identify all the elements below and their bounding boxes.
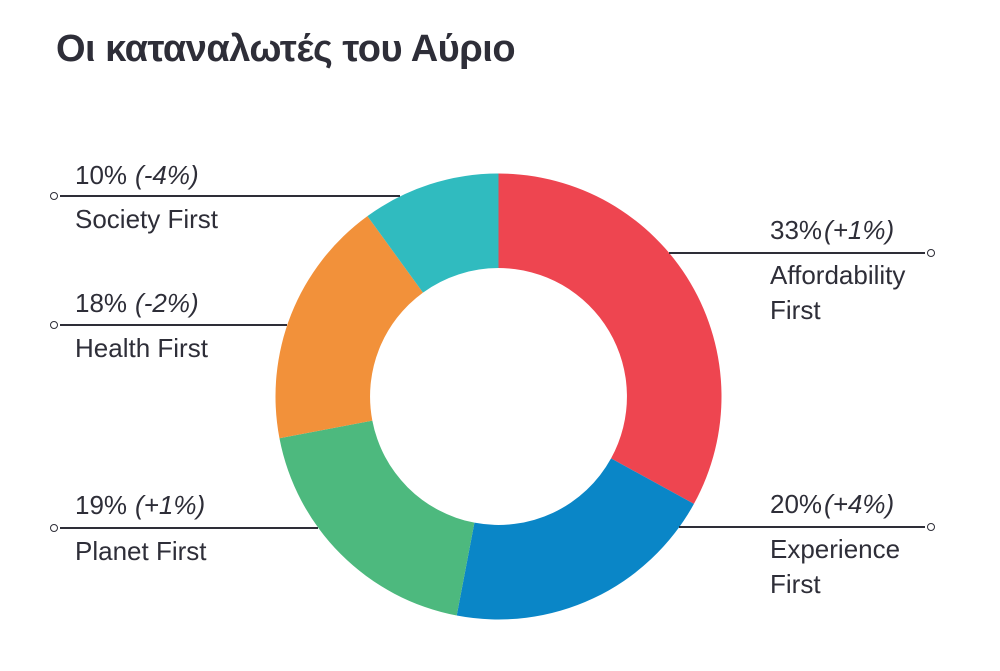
- donut-segment-health-first: [275, 216, 423, 439]
- callout-value-health-first: 18% (-2%): [75, 288, 199, 318]
- callout-label-society-first: Society First: [75, 204, 219, 234]
- leader-line-experience-first: [679, 522, 935, 531]
- callout-label-health-first: Health First: [75, 333, 208, 363]
- leader-dot-icon: [50, 191, 58, 200]
- callout-value-planet-first: 19% (+1%): [75, 490, 206, 520]
- leader-dot-icon: [50, 523, 58, 532]
- donut-segment-experience-first: [456, 458, 694, 620]
- callout-value-society-first: 10% (-4%): [75, 160, 199, 190]
- donut-segment-affordability-first: [498, 173, 722, 504]
- leader-dot-icon: [50, 320, 58, 329]
- leader-dot-icon: [927, 522, 935, 531]
- callout-value-experience-first: 20%(+4%): [770, 489, 895, 519]
- callout-label-experience-first: Experience First: [770, 534, 901, 600]
- leader-line-society-first: [50, 191, 400, 200]
- leader-line-planet-first: [50, 523, 318, 532]
- donut-chart: [275, 173, 722, 620]
- chart-title: Οι καταναλωτές του Αύριο: [56, 28, 516, 70]
- leader-line-health-first: [50, 320, 287, 329]
- donut-segment-society-first: [367, 173, 499, 293]
- callout-value-affordability-first: 33%(+1%): [770, 215, 895, 245]
- leader-line-affordability-first: [669, 248, 935, 257]
- donut-segment-planet-first: [279, 420, 475, 616]
- callout-label-planet-first: Planet First: [75, 536, 207, 566]
- callout-label-affordability-first: Affordability First: [770, 260, 906, 326]
- leader-dot-icon: [927, 248, 935, 257]
